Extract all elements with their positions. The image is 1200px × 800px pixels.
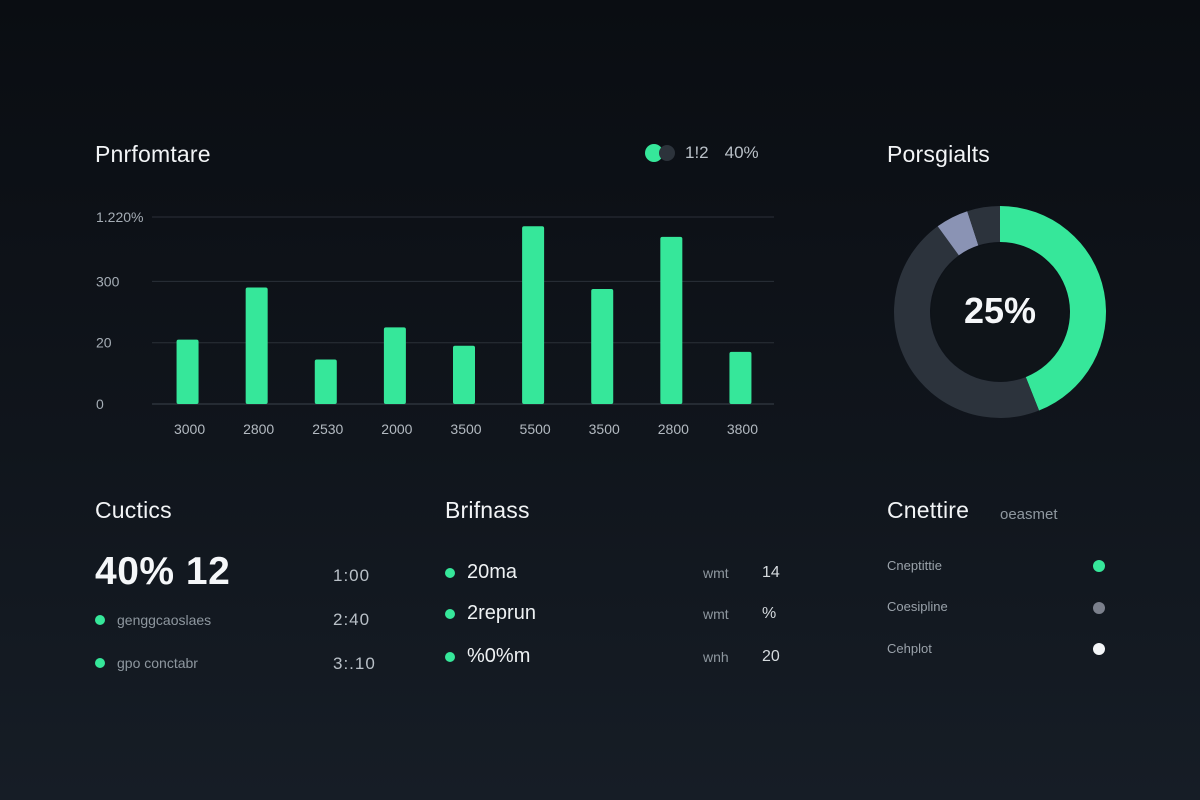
performance-legend: 1!2 40% xyxy=(645,143,759,163)
chettire-subtitle: oeasmet xyxy=(1000,506,1058,523)
cuctics-headline: 40% 12 xyxy=(95,550,231,593)
bar xyxy=(591,289,614,404)
brifness-row-3: %0%m xyxy=(445,645,530,668)
y-tick-label: 0 xyxy=(96,396,104,412)
legend-dot-secondary xyxy=(659,145,675,161)
status-dot xyxy=(445,567,455,578)
bar xyxy=(522,226,545,404)
cuctics-row-time: 3:.10 xyxy=(333,654,376,673)
donut-center-value: 25% xyxy=(963,290,1037,331)
brifness-row-value: 20 xyxy=(762,648,780,665)
bar xyxy=(729,351,752,404)
chettire-item-label: Cehplot xyxy=(887,641,932,656)
status-dot xyxy=(445,608,455,619)
brifness-row-1: 20ma xyxy=(445,561,517,584)
status-dot xyxy=(95,615,105,625)
chettire-item-label: Coesipline xyxy=(887,599,948,614)
x-tick-label: 3800 xyxy=(727,421,758,437)
brifness-row-label: 2reprun xyxy=(467,602,536,624)
legend-dot-primary xyxy=(645,144,663,162)
bar xyxy=(314,359,337,404)
brifness-row-unit: wmt xyxy=(703,606,729,622)
chettire-item-dot xyxy=(1093,643,1105,655)
cuctics-row-time: 2:40 xyxy=(333,610,371,629)
brifness-row-2: 2reprun xyxy=(445,602,536,625)
x-tick-label: 2000 xyxy=(381,421,412,437)
donut-segment xyxy=(967,206,1000,246)
bar xyxy=(660,236,683,404)
share-donut-chart xyxy=(894,206,1106,418)
x-tick-label: 2530 xyxy=(312,421,343,437)
brifness-row-value: % xyxy=(762,605,777,622)
performance-title: Pnrfomtare xyxy=(95,141,211,167)
x-tick-label: 3000 xyxy=(174,421,205,437)
legend-value-a: 1!2 xyxy=(685,143,709,162)
cuctics-row-2: gpo conctabr xyxy=(95,655,198,671)
brifness-row-value: 14 xyxy=(762,564,780,581)
x-tick-label: 2800 xyxy=(243,421,274,437)
x-tick-label: 3500 xyxy=(450,421,481,437)
x-tick-label: 2800 xyxy=(658,421,689,437)
brifness-row-label: 20ma xyxy=(467,561,518,583)
x-tick-label: 3500 xyxy=(589,421,620,437)
chettire-item-dot xyxy=(1093,560,1105,572)
performance-bar-chart: 1.220% 300 20 0 3000 2800 2530 2000 3500 5500 3500… xyxy=(96,209,774,437)
share-title: Porsgialts xyxy=(887,141,990,167)
donut-segment xyxy=(937,211,979,256)
status-dot xyxy=(445,651,455,662)
cuctics-headline-time: 1:00 xyxy=(333,566,371,585)
cuctics-row-1: genggcaoslaes xyxy=(95,612,211,628)
bar xyxy=(176,339,199,404)
brifness-row-unit: wnh xyxy=(703,649,729,665)
donut-hole xyxy=(931,243,1069,381)
legend-value-b: 40% xyxy=(724,143,759,162)
bar xyxy=(383,327,406,404)
y-tick-label: 1.220% xyxy=(96,209,143,225)
chettire-item-dot xyxy=(1093,602,1105,614)
brifness-row-unit: wmt xyxy=(703,565,729,581)
bar xyxy=(453,345,475,404)
cuctics-row-label: genggcaoslaes xyxy=(117,612,212,628)
y-tick-label: 20 xyxy=(96,335,112,351)
status-dot xyxy=(95,658,105,668)
bar xyxy=(245,287,268,404)
x-tick-label: 5500 xyxy=(520,421,551,437)
chettire-title: Cnettire xyxy=(887,497,970,523)
donut-segment xyxy=(894,226,1040,418)
brifness-title: Brifnass xyxy=(445,497,530,523)
brifness-row-label: %0%m xyxy=(467,645,531,667)
cuctics-title: Cuctics xyxy=(95,497,172,523)
cuctics-row-label: gpo conctabr xyxy=(117,655,198,671)
chettire-item-label: Cneptittie xyxy=(887,558,942,573)
donut-segment xyxy=(1000,206,1106,411)
y-tick-label: 300 xyxy=(96,273,120,289)
